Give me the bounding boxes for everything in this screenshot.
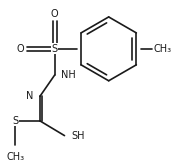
Text: S: S [12,116,18,126]
Text: NH: NH [61,70,76,80]
Text: O: O [51,9,59,19]
Text: SH: SH [71,131,85,141]
Text: CH₃: CH₃ [154,44,172,54]
Text: N: N [26,91,33,101]
Text: O: O [16,44,24,54]
Text: CH₃: CH₃ [6,152,25,162]
Text: S: S [52,44,58,54]
